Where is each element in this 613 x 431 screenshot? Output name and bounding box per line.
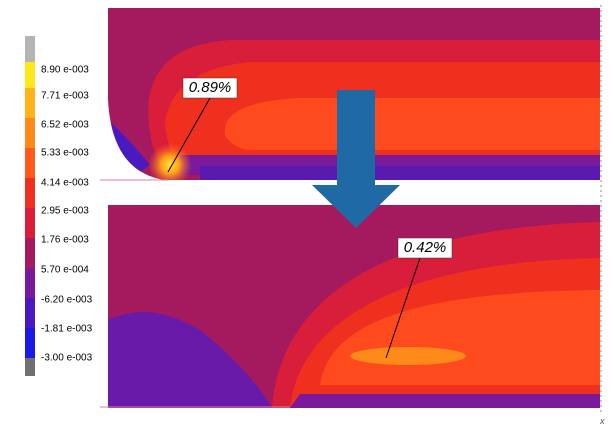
legend-label: -1.81 e-003 [41,324,93,335]
legend: 8.90 e-003 7.71 e-003 6.52 e-003 5.33 e-003… [41,65,93,364]
legend-label: 5.33 e-003 [41,148,89,159]
legend-label: 7.71 e-003 [41,91,89,102]
legend-label: 2.95 e-003 [41,206,89,217]
legend-label: -3.00 e-003 [41,353,93,364]
annotation-bottom: 0.42% [404,239,447,256]
svg-text:x: x [599,416,605,426]
legend-label: 5.70 e-004 [41,265,89,276]
bottom-contour-plot [108,205,600,408]
legend-label: 1.76 e-003 [41,235,89,246]
annotation-top: 0.89% [189,79,232,96]
legend-label: 6.52 e-003 [41,120,89,131]
color-bar [25,36,35,376]
legend-label: -6.20 e-003 [41,295,93,306]
legend-label: 4.14 e-003 [41,178,89,189]
screenshot: 8.90 e-003 7.71 e-003 6.52 e-003 5.33 e-003… [0,0,613,431]
legend-label: 8.90 e-003 [41,65,89,76]
